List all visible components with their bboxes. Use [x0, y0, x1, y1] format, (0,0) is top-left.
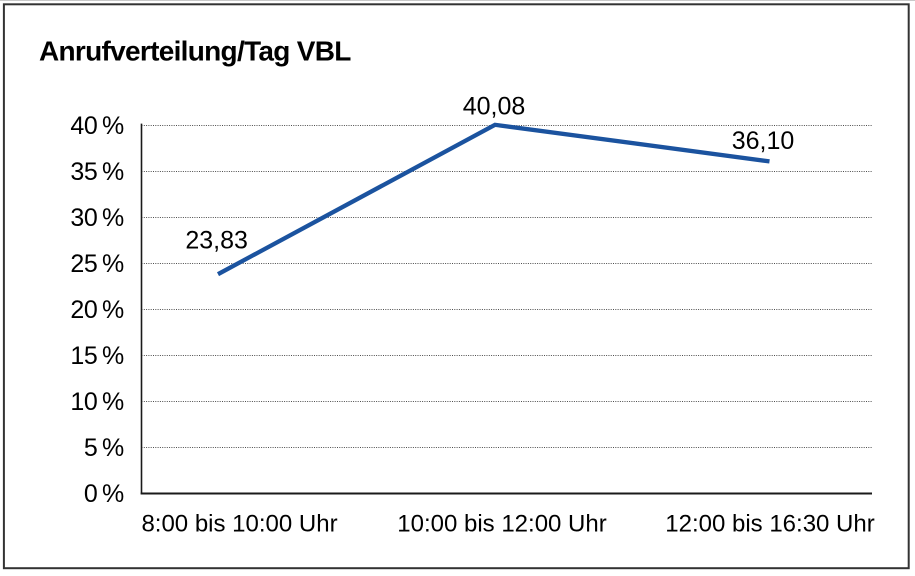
svg-text:5 %: 5 % [84, 434, 124, 462]
svg-text:Anrufverteilung/Tag VBL: Anrufverteilung/Tag VBL [39, 35, 351, 66]
svg-text:25 %: 25 % [70, 250, 124, 278]
svg-text:10 %: 10 % [70, 388, 124, 416]
svg-text:15 %: 15 % [70, 342, 124, 370]
svg-text:36,10: 36,10 [732, 127, 795, 155]
svg-text:23,83: 23,83 [185, 226, 248, 254]
svg-text:40,08: 40,08 [463, 93, 526, 121]
svg-text:20 %: 20 % [70, 296, 124, 324]
svg-text:12:00 bis 16:30 Uhr: 12:00 bis 16:30 Uhr [665, 510, 874, 537]
svg-text:8:00 bis 10:00 Uhr: 8:00 bis 10:00 Uhr [141, 510, 337, 537]
svg-text:10:00 bis 12:00 Uhr: 10:00 bis 12:00 Uhr [397, 510, 606, 537]
svg-text:35 %: 35 % [70, 158, 124, 186]
svg-text:30 %: 30 % [70, 204, 124, 232]
svg-text:40 %: 40 % [70, 112, 124, 140]
svg-text:0 %: 0 % [84, 480, 124, 508]
